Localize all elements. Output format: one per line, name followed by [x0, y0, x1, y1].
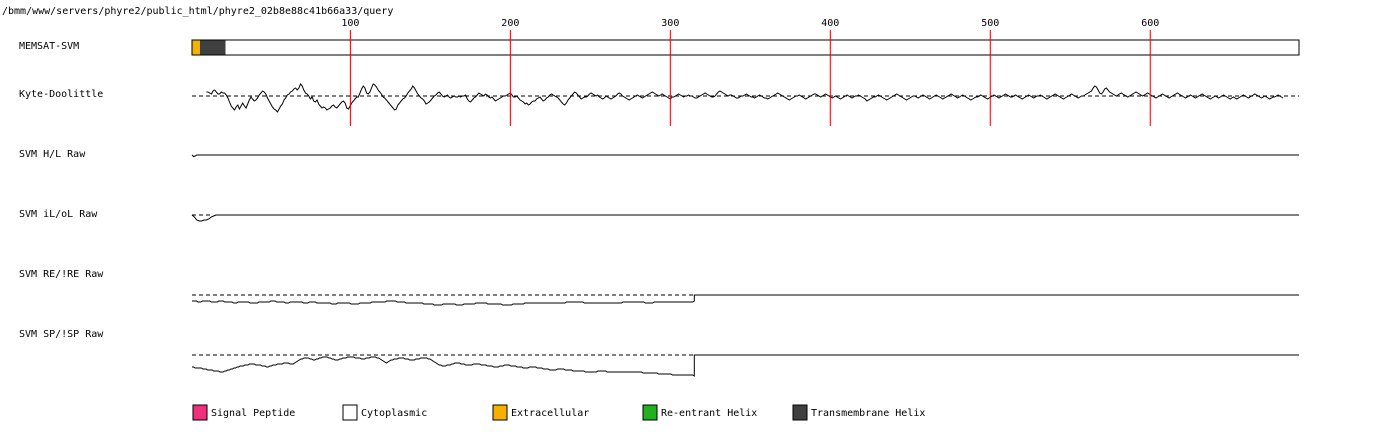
svm-reire-trace	[192, 294, 1299, 306]
svm-hl-trace	[191, 154, 1299, 158]
tick-label-200: 200	[501, 18, 519, 29]
tick-label-400: 400	[821, 18, 839, 29]
legend-swatch-cytoplasmic	[342, 404, 358, 421]
legend-swatch-signal-peptide	[192, 404, 208, 421]
svm-spisp-trace	[192, 354, 1299, 377]
query-path-title: /bmm/www/servers/phyre2/public_html/phyr…	[2, 6, 393, 17]
legend-swatch-transmembrane-helix	[792, 404, 808, 421]
legend-label-cytoplasmic: Cytoplasmic	[361, 408, 427, 419]
memsat-segment-3	[225, 40, 1301, 55]
memsat-segment-1	[192, 40, 200, 55]
track-label-hl: SVM H/L Raw	[19, 149, 86, 160]
memsat-topology-bar	[191, 39, 1301, 56]
legend: Signal Peptide Cytoplasmic Extracellular Re…	[192, 404, 925, 421]
track-labels: MEMSAT-SVM Kyte-Doolittle SVM H/L Raw SVM i…	[19, 41, 104, 340]
legend-swatch-extracellular	[492, 404, 508, 421]
legend-label-signal-peptide: Signal Peptide	[211, 408, 295, 419]
position-ticks: 100 200 300 400 500 600	[341, 18, 1159, 126]
svm-ilol-trace	[191, 214, 1299, 222]
kd-trace	[206, 83, 1284, 113]
track-label-reire: SVM RE/!RE Raw	[19, 269, 104, 280]
tick-label-100: 100	[341, 18, 359, 29]
tick-label-500: 500	[981, 18, 999, 29]
track-label-spisp: SVM SP/!SP Raw	[19, 329, 104, 340]
memsat-bar-outline	[191, 39, 1300, 56]
legend-swatch-re-entrant-helix	[642, 404, 658, 421]
tick-label-300: 300	[661, 18, 679, 29]
legend-label-transmembrane-helix: Transmembrane Helix	[811, 408, 925, 419]
track-label-kd: Kyte-Doolittle	[19, 89, 103, 100]
trace-lines	[191, 83, 1299, 377]
legend-label-re-entrant-helix: Re-entrant Helix	[661, 408, 757, 419]
tick-label-600: 600	[1141, 18, 1159, 29]
track-label-ilol: SVM iL/oL Raw	[19, 209, 98, 220]
memsat-segment-2	[199, 40, 226, 55]
track-label-memsat: MEMSAT-SVM	[19, 41, 79, 52]
legend-label-extracellular: Extracellular	[511, 408, 589, 419]
